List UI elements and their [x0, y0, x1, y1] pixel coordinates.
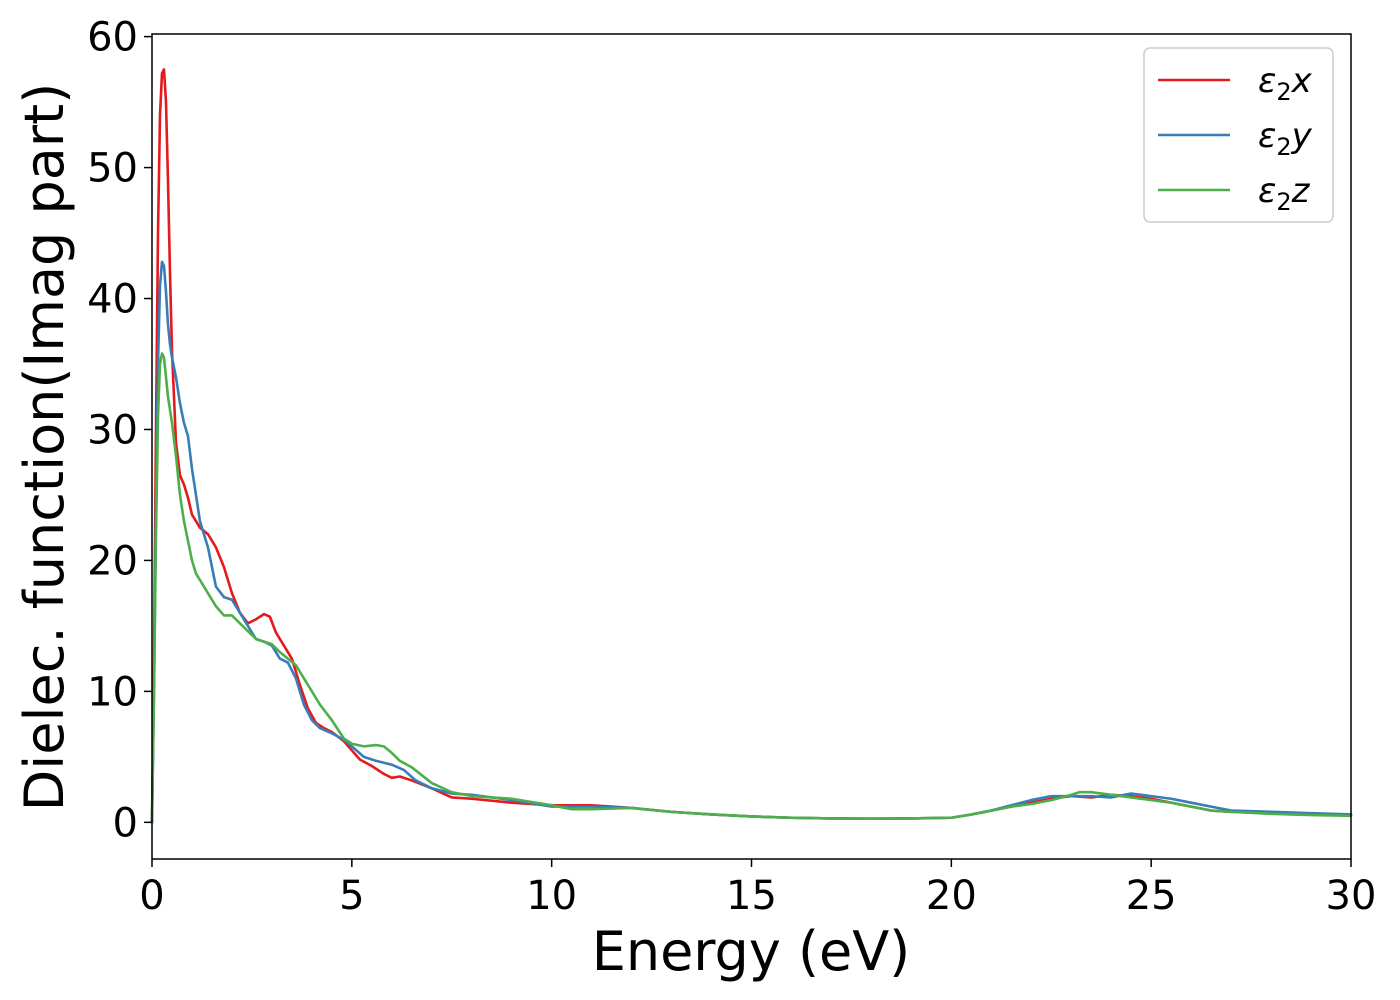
legend-label: ε2z [1258, 171, 1311, 216]
x-tick-label: 25 [1126, 873, 1177, 919]
y-tick-label: 20 [87, 538, 138, 584]
legend-entry-x: ε2x [1158, 61, 1313, 106]
y-tick-label: 60 [87, 15, 138, 61]
y-tick-label: 0 [113, 800, 138, 846]
legend-box [1143, 47, 1334, 223]
x-tick-label: 30 [1326, 873, 1377, 919]
legend-entry-z: ε2z [1158, 171, 1311, 216]
y-tick-label: 10 [87, 669, 138, 715]
legend-entry-y: ε2y [1158, 116, 1313, 161]
x-tick-label: 10 [526, 873, 577, 919]
y-axis-label: Dielec. function(Imag part) [13, 83, 76, 812]
series-line-z [150, 352, 1353, 824]
y-tick-label: 50 [87, 146, 138, 192]
y-axis: 0 10 20 30 40 50 60 [87, 15, 152, 846]
x-tick-label: 15 [726, 873, 777, 919]
x-axis-label: Energy (eV) [592, 920, 911, 983]
x-axis: 0 5 10 15 20 25 30 [139, 859, 1376, 919]
x-tick-label: 5 [339, 873, 364, 919]
y-tick-label: 30 [87, 407, 138, 453]
y-tick-label: 40 [87, 277, 138, 323]
series-line-y [150, 260, 1353, 824]
plot-lines [150, 68, 1353, 824]
legend: ε2x ε2y ε2z [1143, 47, 1334, 223]
legend-label: ε2y [1258, 116, 1313, 161]
legend-label: ε2x [1258, 61, 1313, 106]
x-tick-label: 20 [926, 873, 977, 919]
x-tick-label: 0 [139, 873, 164, 919]
